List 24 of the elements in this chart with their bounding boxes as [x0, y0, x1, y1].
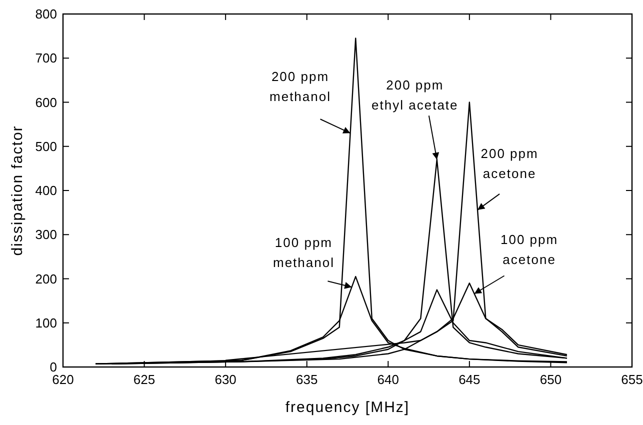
x-tick-label: 635 — [296, 372, 318, 387]
annotation: 100 ppm methanol — [272, 235, 334, 270]
annotation: 200 ppm ethyl acetate — [372, 78, 458, 113]
y-tick-label: 400 — [35, 183, 57, 198]
x-tick-label: 640 — [377, 372, 399, 387]
y-tick-label: 600 — [35, 94, 57, 110]
annotation: 200 ppm acetone — [480, 146, 538, 181]
x-axis-title: frequency [MHz] — [285, 399, 410, 416]
x-tick-label: 655 — [621, 372, 643, 387]
annotation: 100 ppm acetone — [500, 232, 558, 267]
annotation: 200 ppm methanol — [270, 69, 332, 104]
y-tick-label: 100 — [35, 315, 57, 330]
y-tick-label: 800 — [35, 6, 57, 22]
y-tick-label: 500 — [35, 138, 57, 154]
y-tick-label: 700 — [35, 50, 57, 66]
y-tick-label: 300 — [35, 227, 57, 242]
x-tick-label: 650 — [540, 372, 562, 387]
y-axis-title: dissipation factor — [9, 125, 26, 256]
x-tick-label: 625 — [133, 372, 156, 387]
x-tick-label: 645 — [458, 372, 480, 387]
x-tick-label: 620 — [52, 372, 74, 387]
y-tick-label: 200 — [35, 271, 57, 286]
x-tick-label: 630 — [214, 372, 236, 387]
y-tick-label: 0 — [50, 360, 57, 374]
